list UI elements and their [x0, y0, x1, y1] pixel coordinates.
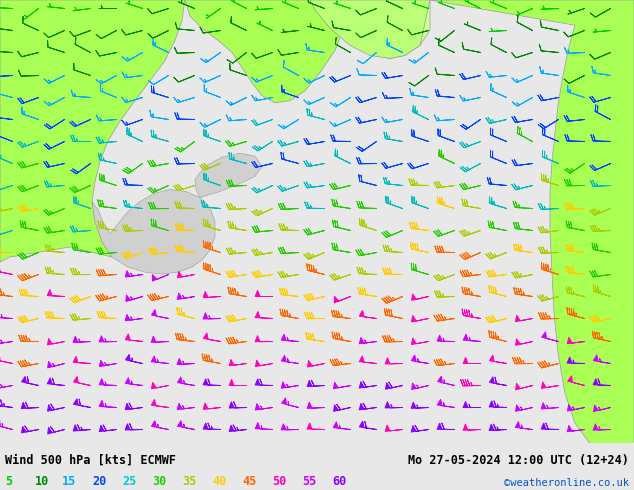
Polygon shape — [185, 0, 350, 103]
Text: 55: 55 — [302, 475, 316, 488]
Text: 50: 50 — [273, 475, 287, 488]
Text: 20: 20 — [92, 475, 106, 488]
Text: Mo 27-05-2024 12:00 UTC (12+24): Mo 27-05-2024 12:00 UTC (12+24) — [408, 454, 629, 466]
Text: 15: 15 — [62, 475, 76, 488]
Text: 30: 30 — [152, 475, 166, 488]
Polygon shape — [430, 0, 634, 443]
Polygon shape — [342, 0, 430, 58]
Text: ©weatheronline.co.uk: ©weatheronline.co.uk — [504, 478, 629, 488]
Polygon shape — [0, 0, 185, 262]
Text: 25: 25 — [122, 475, 136, 488]
Text: 45: 45 — [242, 475, 256, 488]
Text: 60: 60 — [332, 475, 346, 488]
Text: Wind 500 hPa [kts] ECMWF: Wind 500 hPa [kts] ECMWF — [5, 454, 176, 466]
Polygon shape — [310, 0, 430, 58]
Text: 5: 5 — [5, 475, 12, 488]
Text: 35: 35 — [182, 475, 196, 488]
Polygon shape — [195, 153, 262, 197]
Text: 40: 40 — [212, 475, 226, 488]
Text: 10: 10 — [35, 475, 49, 488]
Polygon shape — [92, 190, 215, 274]
